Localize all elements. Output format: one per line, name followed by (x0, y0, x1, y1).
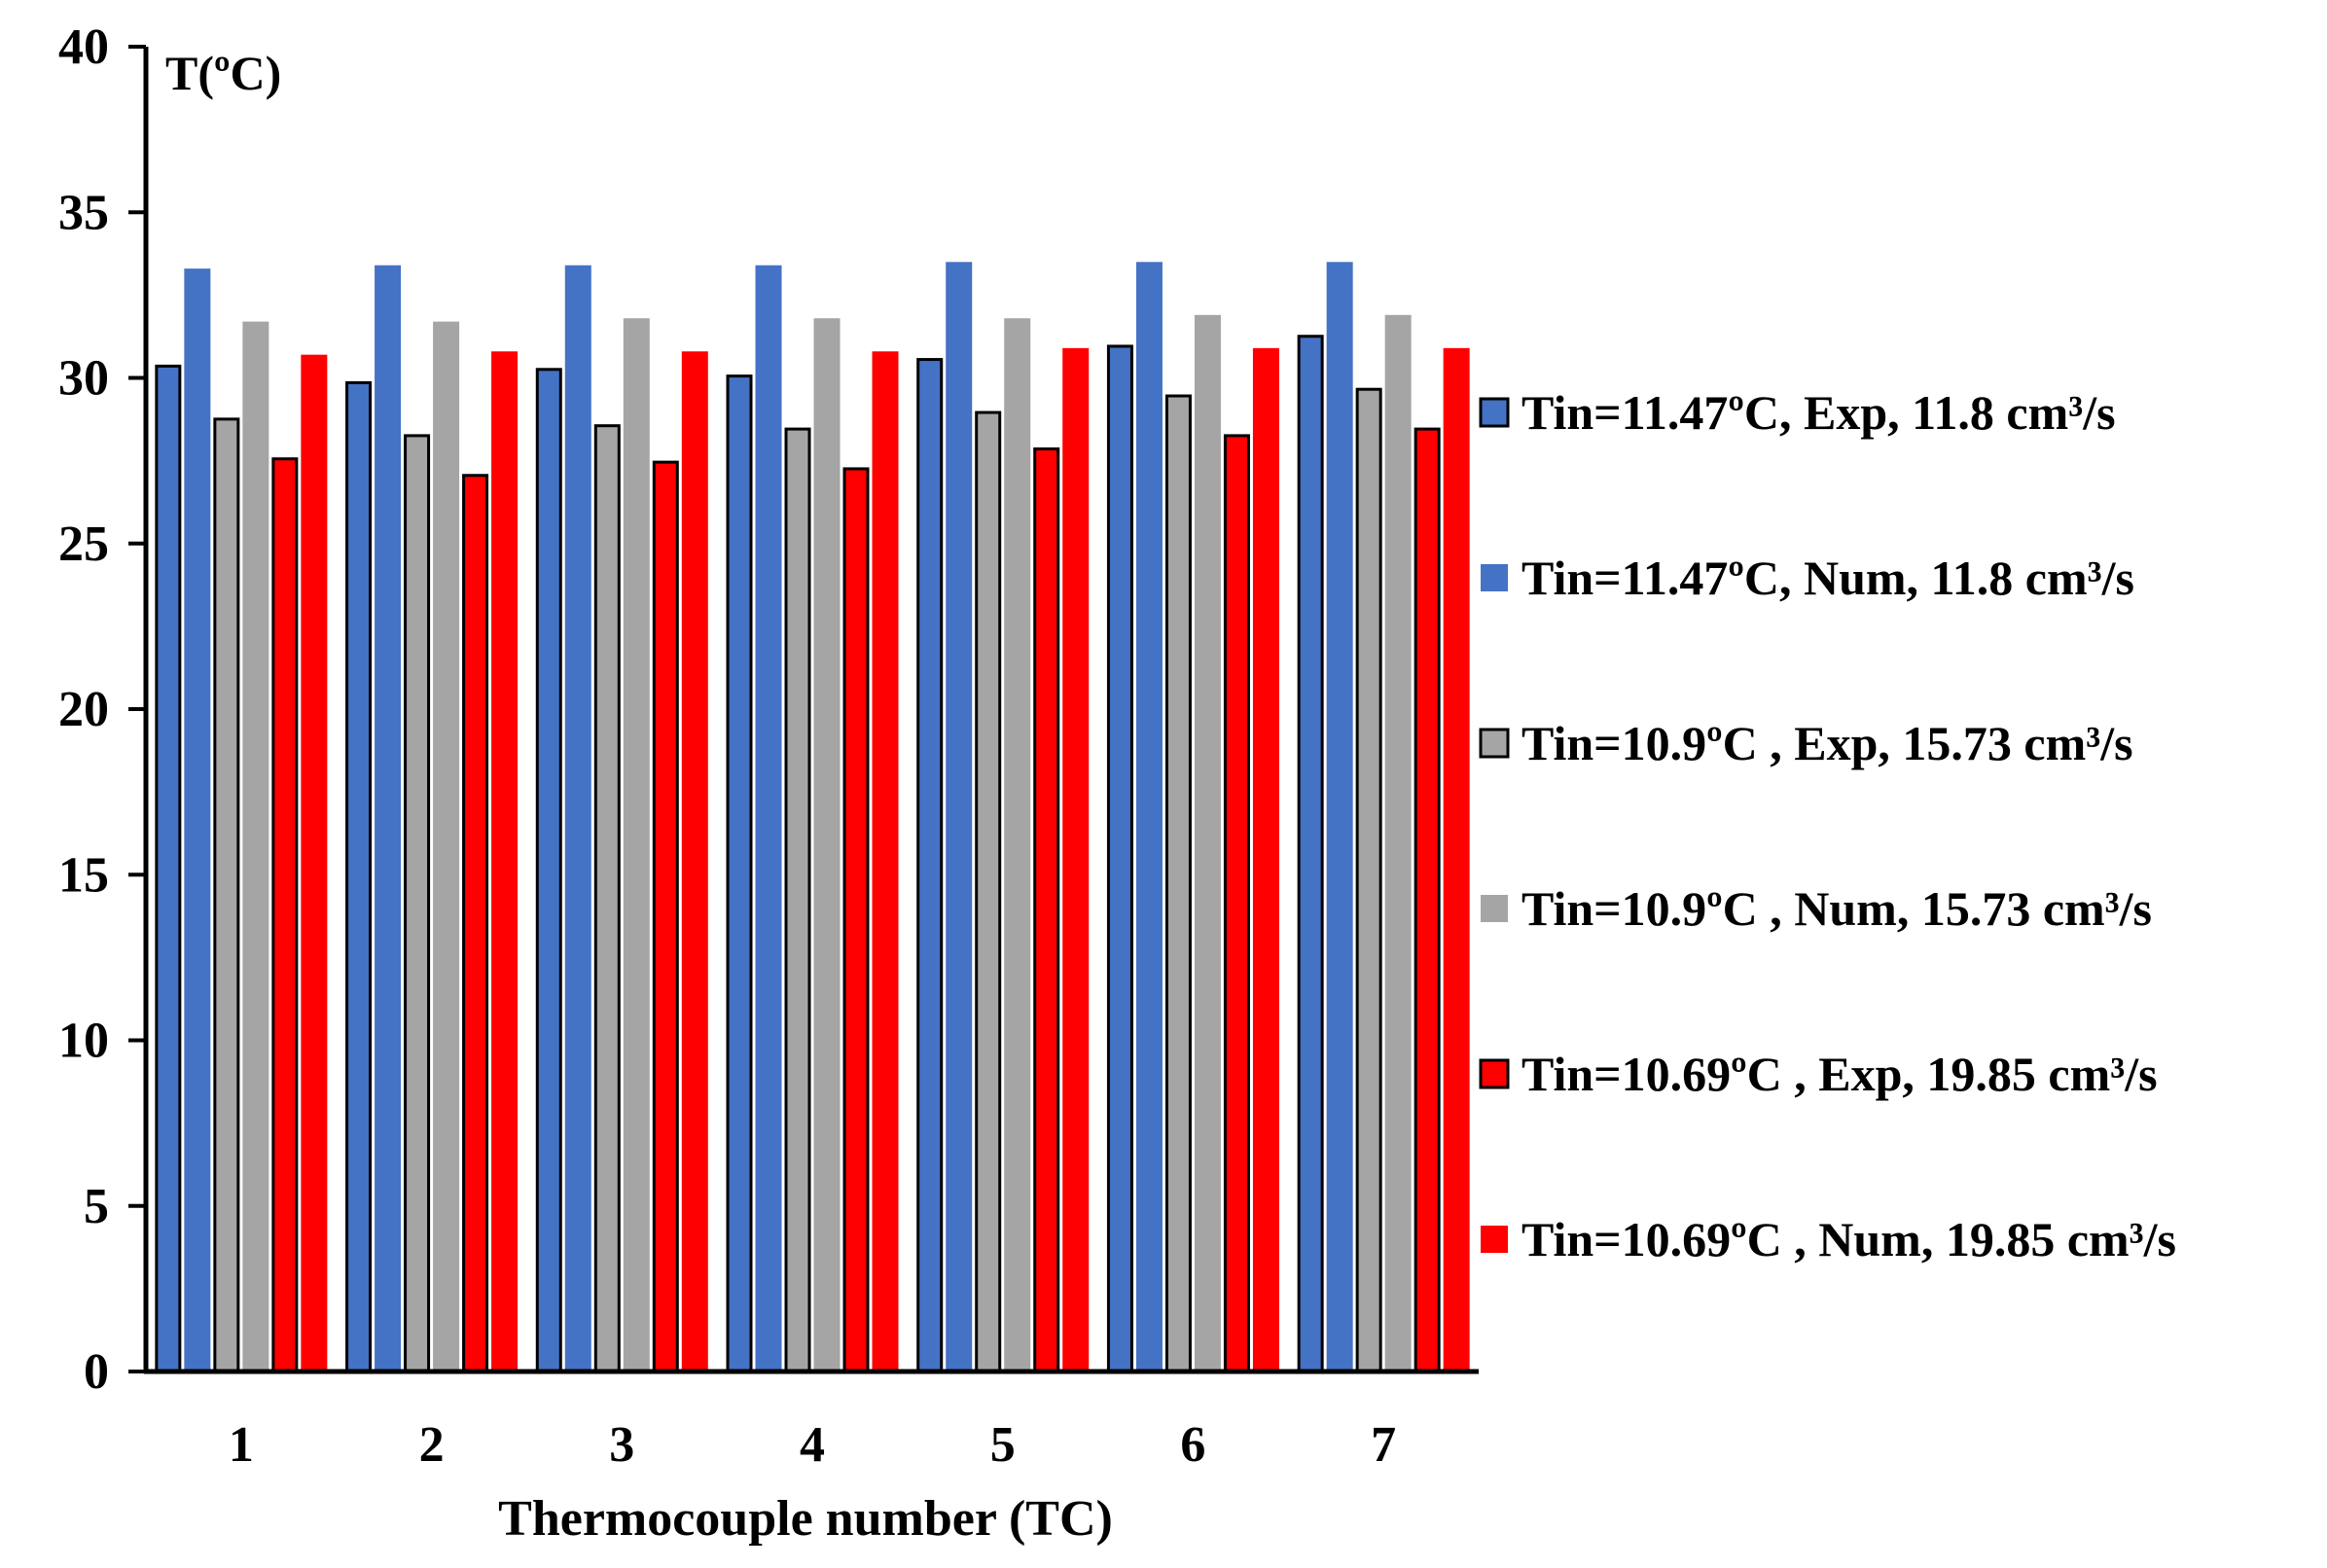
legend-swatch-3 (1479, 728, 1510, 759)
x-tick-label: 6 (1180, 1417, 1205, 1473)
bar-series-5-tc-2 (462, 474, 489, 1373)
bar-series-1-tc-6 (1106, 344, 1133, 1373)
y-ticks-group: 0 5 10 15 20 25 30 35 40 (58, 19, 146, 1400)
bar-series-4-tc-7 (1384, 314, 1412, 1372)
x-tick-label: 3 (609, 1417, 634, 1473)
bar-series-1-tc-4 (726, 374, 753, 1373)
bar-series-4-tc-2 (433, 321, 460, 1372)
bar-series-3-tc-3 (593, 424, 621, 1373)
legend-label-3: Tin=10.9ºC , Exp, 15.73 cm³/s (1522, 716, 2133, 770)
legend-swatch-2 (1481, 564, 1508, 591)
bar-series-6-tc-6 (1252, 347, 1279, 1372)
legend-swatch-5 (1479, 1058, 1510, 1089)
x-tick-label: 5 (990, 1417, 1016, 1473)
bar-series-5-tc-1 (271, 457, 299, 1373)
bar-series-2-tc-2 (375, 265, 402, 1372)
legend-swatch-4 (1481, 895, 1508, 922)
bars-group (155, 262, 1470, 1373)
x-axis-title: Thermocouple number (TC) (498, 1491, 1113, 1547)
bar-series-3-tc-2 (404, 434, 431, 1373)
bar-series-2-tc-6 (1135, 262, 1163, 1372)
bar-series-5-tc-6 (1223, 434, 1250, 1373)
bar-series-2-tc-3 (564, 265, 591, 1372)
bar-series-6-tc-1 (301, 354, 328, 1372)
bar-series-2-tc-4 (755, 265, 782, 1372)
legend-label-6: Tin=10.69ºC , Num, 19.85 cm³/s (1522, 1212, 2176, 1266)
y-tick-label: 5 (84, 1179, 109, 1234)
bar-series-2-tc-5 (946, 262, 973, 1372)
bar-series-6-tc-7 (1443, 347, 1470, 1372)
bar-series-3-tc-7 (1355, 387, 1382, 1373)
bar-series-1-tc-5 (916, 358, 944, 1373)
bar-series-4-tc-1 (242, 321, 269, 1372)
bar-series-4-tc-6 (1194, 314, 1221, 1372)
legend-label-4: Tin=10.9ºC , Num, 15.73 cm³/s (1522, 881, 2152, 936)
bar-series-2-tc-1 (184, 268, 211, 1372)
x-tick-label: 2 (419, 1417, 445, 1473)
bar-series-2-tc-7 (1326, 262, 1353, 1372)
y-tick-label: 20 (58, 682, 109, 737)
bar-series-3-tc-6 (1164, 394, 1192, 1373)
bar-series-6-tc-4 (872, 351, 899, 1372)
legend-swatch-1 (1479, 397, 1510, 428)
y-axis-title: T(ºC) (165, 46, 281, 100)
bar-series-6-tc-3 (681, 351, 708, 1372)
x-tick-label: 4 (800, 1417, 825, 1473)
bar-series-4-tc-5 (1004, 318, 1031, 1372)
legend-label-5: Tin=10.69ºC , Exp, 19.85 cm³/s (1522, 1047, 2158, 1101)
bar-series-1-tc-7 (1297, 335, 1324, 1373)
y-tick-label: 40 (58, 19, 109, 75)
legend-label-2: Tin=11.47ºC, Num, 11.8 cm³/s (1522, 551, 2134, 605)
legend: Tin=11.47ºC, Exp, 11.8 cm³/s Tin=11.47ºC,… (1479, 385, 2176, 1266)
bar-series-1-tc-3 (535, 368, 562, 1373)
bar-series-1-tc-1 (155, 364, 182, 1373)
y-tick-label: 0 (84, 1344, 109, 1400)
bar-series-5-tc-3 (652, 460, 679, 1373)
bar-series-3-tc-4 (784, 427, 811, 1373)
bar-series-5-tc-7 (1414, 427, 1441, 1373)
y-tick-label: 15 (58, 847, 109, 903)
bar-series-5-tc-5 (1033, 447, 1060, 1373)
bar-series-4-tc-4 (813, 318, 841, 1372)
y-tick-label: 30 (58, 351, 109, 407)
bar-series-3-tc-5 (975, 410, 1002, 1373)
legend-label-1: Tin=11.47ºC, Exp, 11.8 cm³/s (1522, 385, 2116, 440)
x-ticks-group: 1 2 3 4 5 6 7 (229, 1417, 1396, 1473)
bar-series-1-tc-2 (345, 380, 373, 1373)
y-tick-label: 10 (58, 1014, 109, 1069)
bar-series-6-tc-2 (491, 351, 519, 1372)
legend-swatch-6 (1481, 1226, 1508, 1253)
x-tick-label: 7 (1371, 1417, 1396, 1473)
bar-series-6-tc-5 (1062, 347, 1090, 1372)
x-tick-label: 1 (229, 1417, 254, 1473)
bar-series-4-tc-3 (623, 318, 650, 1372)
bar-series-5-tc-4 (842, 467, 870, 1373)
y-tick-label: 25 (58, 517, 109, 572)
bar-series-3-tc-1 (213, 417, 240, 1373)
y-tick-label: 35 (58, 185, 109, 240)
